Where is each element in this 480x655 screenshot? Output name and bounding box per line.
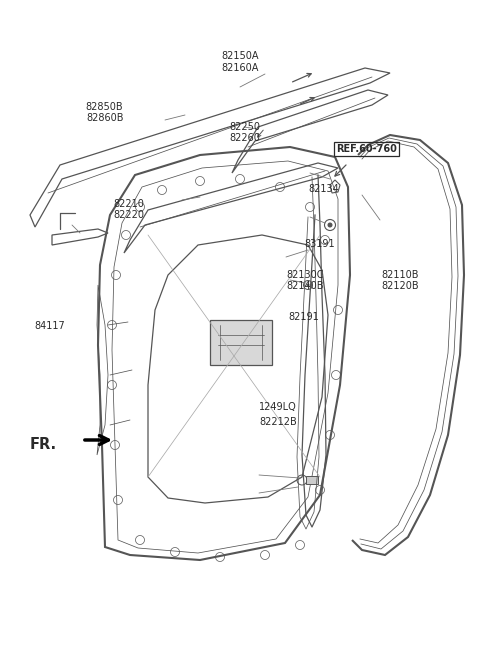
- Text: 82110B
82120B: 82110B 82120B: [382, 270, 419, 291]
- Circle shape: [328, 223, 332, 227]
- Text: 82191: 82191: [288, 312, 319, 322]
- Text: 82250
82260: 82250 82260: [229, 122, 260, 143]
- Text: 82212B: 82212B: [259, 417, 297, 428]
- Bar: [210, 320, 272, 365]
- Text: 82130C
82140B: 82130C 82140B: [286, 270, 324, 291]
- Bar: [306, 476, 318, 484]
- Text: 82150A
82160A: 82150A 82160A: [221, 52, 259, 73]
- Text: FR.: FR.: [30, 437, 57, 451]
- Text: 82210
82220: 82210 82220: [113, 199, 144, 220]
- Text: 84117: 84117: [35, 321, 65, 331]
- Text: 82850B
82860B: 82850B 82860B: [86, 102, 123, 123]
- Circle shape: [307, 284, 310, 286]
- Text: REF.60-760: REF.60-760: [336, 144, 397, 155]
- Text: 1249LQ: 1249LQ: [259, 402, 297, 413]
- Text: 83191: 83191: [305, 238, 336, 249]
- Text: 82134: 82134: [308, 183, 339, 194]
